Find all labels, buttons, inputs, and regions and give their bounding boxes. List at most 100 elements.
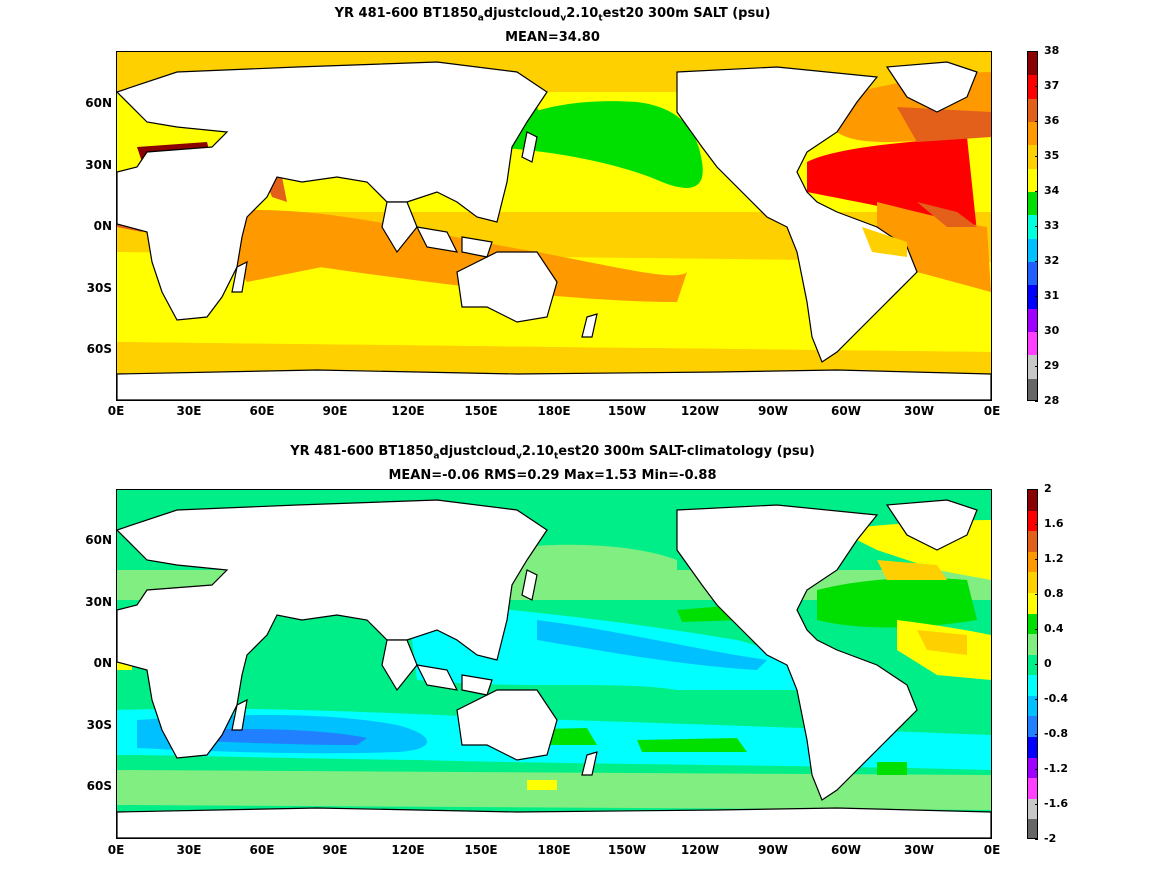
top-colorbar-label: 35 (1044, 149, 1060, 162)
top-colorbar-segment (1028, 192, 1037, 216)
bottom-colorbar-label: 1.6 (1044, 517, 1064, 530)
top-colorbar-label: 31 (1044, 289, 1060, 302)
bottom-colorbar-segment (1028, 675, 1037, 697)
bottom-colorbar-label: 1.2 (1044, 552, 1064, 565)
bottom-xtick-8: 120W (680, 843, 720, 857)
bottom-xtick-9: 90W (758, 843, 788, 857)
bottom-xtick-11: 30W (904, 843, 934, 857)
top-title: YR 481-600 BT1850adjustcloudv2.10test20 … (334, 6, 771, 24)
bottom-xtick-1: 30E (176, 843, 202, 857)
bottom-title: YR 481-600 BT1850adjustcloudv2.10test20 … (290, 444, 815, 462)
bottom-colorbar-segment (1028, 613, 1037, 635)
top-colorbar-segment (1028, 98, 1037, 123)
bottom-colorbar-tick (1035, 629, 1038, 630)
bottom-colorbar-segment (1028, 819, 1037, 838)
bottom-xtick-3: 90E (322, 843, 348, 857)
bottom-colorbar-segment (1028, 572, 1037, 594)
bottom-colorbar-segment (1028, 695, 1037, 717)
bottom-xtick-10: 60W (831, 843, 861, 857)
bottom-colorbar-label: -0.4 (1044, 692, 1069, 705)
top-colorbar-tick (1035, 226, 1038, 227)
top-colorbar-segment (1028, 75, 1037, 100)
bottom-colorbar-label: 0.8 (1044, 587, 1064, 600)
top-colorbar-tick (1035, 366, 1038, 367)
bottom-xtick-7: 150W (607, 843, 647, 857)
top-colorbar-segment (1028, 215, 1037, 240)
bottom-colorbar-label: -1.6 (1044, 797, 1069, 810)
top-xtick-1: 30E (176, 404, 202, 418)
bottom-colorbar-label: -2 (1044, 832, 1057, 845)
top-colorbar-segment (1028, 308, 1037, 333)
top-xtick-12: 0E (983, 404, 1001, 418)
bottom-xtick-0: 0E (107, 843, 125, 857)
bottom-colorbar-tick (1035, 664, 1038, 665)
bottom-ytick-4: 60S (86, 779, 112, 793)
top-colorbar-tick (1035, 86, 1038, 87)
bottom-xtick-6: 180E (537, 843, 571, 857)
top-colorbar-segment (1028, 238, 1037, 263)
bottom-colorbar-segment (1028, 798, 1037, 820)
top-ytick-2: 0N (93, 219, 112, 233)
bottom-stats: MEAN=-0.06 RMS=0.29 Max=1.53 Min=-0.88 (388, 468, 717, 483)
top-colorbar-tick (1035, 191, 1038, 192)
bottom-ytick-2: 0N (93, 656, 112, 670)
top-colorbar-tick (1035, 296, 1038, 297)
top-xtick-0: 0E (107, 404, 125, 418)
bottom-colorbar (1027, 489, 1038, 839)
top-xtick-7: 150W (607, 404, 647, 418)
bottom-xtick-12: 0E (983, 843, 1001, 857)
top-colorbar-label: 38 (1044, 44, 1060, 57)
bottom-colorbar-tick (1035, 769, 1038, 770)
top-colorbar-label: 36 (1044, 114, 1060, 127)
bottom-anomaly-map (116, 489, 992, 839)
bottom-colorbar-tick (1035, 734, 1038, 735)
top-colorbar-segment (1028, 145, 1037, 170)
top-colorbar-tick (1035, 156, 1038, 157)
top-colorbar-label: 29 (1044, 359, 1060, 372)
top-ytick-1: 30N (85, 158, 112, 172)
top-xtick-5: 150E (464, 404, 498, 418)
top-colorbar-segment (1028, 378, 1037, 400)
top-xtick-8: 120W (680, 404, 720, 418)
top-colorbar-segment (1028, 332, 1037, 356)
top-colorbar-segment (1028, 285, 1037, 310)
bottom-colorbar-segment (1028, 510, 1037, 532)
bottom-colorbar-segment (1028, 634, 1037, 656)
bottom-colorbar-label: 2 (1044, 482, 1052, 495)
bottom-colorbar-segment (1028, 490, 1037, 512)
bottom-ytick-1: 30N (85, 595, 112, 609)
bottom-colorbar-label: 0.4 (1044, 622, 1064, 635)
top-xtick-10: 60W (831, 404, 861, 418)
top-colorbar-segment (1028, 262, 1037, 286)
bottom-colorbar-segment (1028, 654, 1037, 676)
top-colorbar-segment (1028, 355, 1037, 380)
top-colorbar-label: 30 (1044, 324, 1060, 337)
top-colorbar-tick (1035, 51, 1038, 52)
top-colorbar-label: 33 (1044, 219, 1060, 232)
top-salinity-map (116, 51, 992, 401)
top-ytick-4: 60S (86, 342, 112, 356)
top-colorbar-segment (1028, 168, 1037, 193)
top-colorbar-label: 32 (1044, 254, 1060, 267)
top-xtick-9: 90W (758, 404, 788, 418)
bottom-colorbar-tick (1035, 594, 1038, 595)
top-colorbar-segment (1028, 52, 1037, 76)
top-colorbar-label: 34 (1044, 184, 1060, 197)
bottom-colorbar-segment (1028, 757, 1037, 779)
bottom-colorbar-segment (1028, 592, 1037, 615)
bottom-xtick-2: 60E (249, 843, 275, 857)
top-xtick-11: 30W (904, 404, 934, 418)
bottom-colorbar-tick (1035, 559, 1038, 560)
top-colorbar-tick (1035, 121, 1038, 122)
bottom-colorbar-segment (1028, 716, 1037, 738)
bottom-colorbar-segment (1028, 551, 1037, 573)
bottom-colorbar-label: -1.2 (1044, 762, 1069, 775)
bottom-ytick-0: 60N (85, 533, 112, 547)
bottom-colorbar-tick (1035, 839, 1038, 840)
top-colorbar-label: 37 (1044, 79, 1060, 92)
top-colorbar-tick (1035, 401, 1038, 402)
bottom-xtick-4: 120E (391, 843, 425, 857)
bottom-colorbar-tick (1035, 489, 1038, 490)
top-colorbar-segment (1028, 122, 1037, 146)
top-xtick-4: 120E (391, 404, 425, 418)
